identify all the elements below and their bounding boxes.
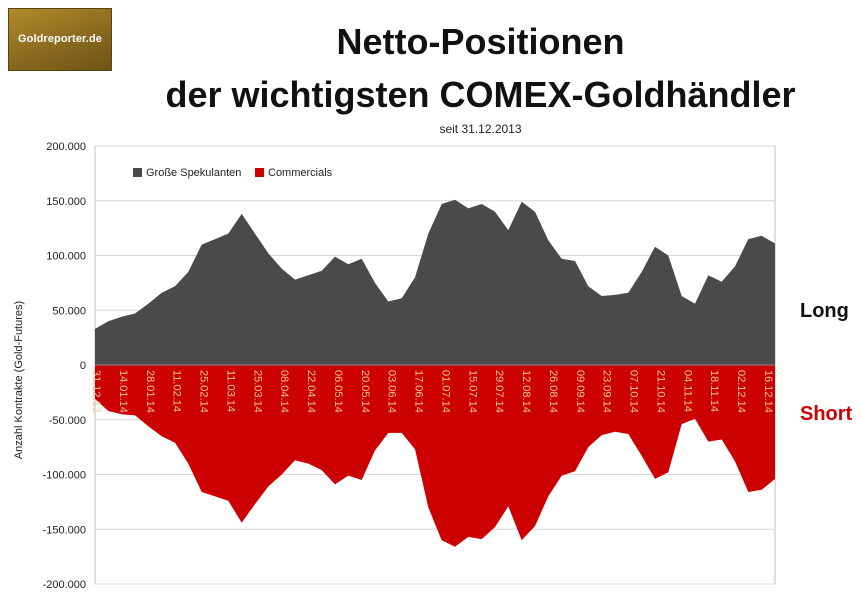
y-tick-label: 0: [80, 360, 86, 372]
chart-title-line1: Netto-Positionen: [336, 21, 625, 62]
x-tick-label: 22.04.14: [305, 370, 317, 413]
x-tick-label: 17.06.14: [413, 370, 425, 413]
x-tick-label: 08.04.14: [278, 370, 290, 413]
goldreporter-logo: Goldreporter.de: [8, 8, 112, 71]
x-tick-label: 11.03.14: [224, 370, 236, 412]
y-axis-title: Anzahl Kontrakte (Gold-Futures): [13, 301, 25, 459]
x-tick-label: 23.09.14: [601, 370, 613, 413]
x-tick-label: 15.07.14: [466, 370, 478, 413]
x-tick-label: 26.08.14: [547, 370, 559, 413]
y-tick-label: -100.000: [43, 470, 86, 482]
y-tick-label: 150.000: [46, 196, 86, 208]
x-tick-label: 18.11.14: [708, 370, 720, 412]
short-label: Short: [800, 403, 853, 425]
y-tick-label: 100.000: [46, 251, 86, 263]
x-tick-label: 04.11.14: [681, 370, 693, 412]
long-label: Long: [800, 300, 849, 322]
x-tick-label: 21.10.14: [654, 370, 666, 413]
legend-label: Commercials: [268, 167, 333, 179]
y-tick-label: -150.000: [43, 524, 86, 536]
logo-text: Goldreporter.de: [17, 33, 103, 45]
x-tick-label: 28.01.14: [144, 370, 156, 413]
legend-label: Große Spekulanten: [146, 167, 241, 179]
y-tick-label: 200.000: [46, 141, 86, 153]
x-tick-label: 03.06.14: [386, 370, 398, 413]
chart-subtitle: seit 31.12.2013: [439, 122, 522, 136]
x-tick-label: 25.03.14: [251, 370, 263, 413]
legend-swatch: [133, 168, 142, 177]
x-tick-label: 31.12.13: [90, 370, 102, 413]
y-tick-label: -200.000: [43, 579, 86, 591]
commercials-area: [95, 365, 775, 547]
x-tick-label: 20.05.14: [359, 370, 371, 413]
x-tick-label: 07.10.14: [628, 370, 640, 413]
x-tick-label: 29.07.14: [493, 370, 505, 413]
x-tick-label: 06.05.14: [332, 370, 344, 413]
x-tick-label: 14.01.14: [117, 370, 129, 413]
x-tick-label: 01.07.14: [439, 370, 451, 413]
x-tick-label: 12.08.14: [520, 370, 532, 413]
x-tick-label: 09.09.14: [574, 370, 586, 413]
legend-swatch: [255, 168, 264, 177]
y-tick-label: -50.000: [49, 415, 86, 427]
x-tick-label: 25.02.14: [198, 370, 210, 413]
speculators-area: [95, 199, 775, 365]
x-tick-label: 11.02.14: [171, 370, 183, 412]
y-tick-label: 50.000: [52, 305, 86, 317]
x-tick-label: 02.12.14: [735, 370, 747, 413]
chart-title-line2: der wichtigsten COMEX-Goldhändler: [165, 74, 796, 115]
x-tick-label: 16.12.14: [762, 370, 774, 413]
